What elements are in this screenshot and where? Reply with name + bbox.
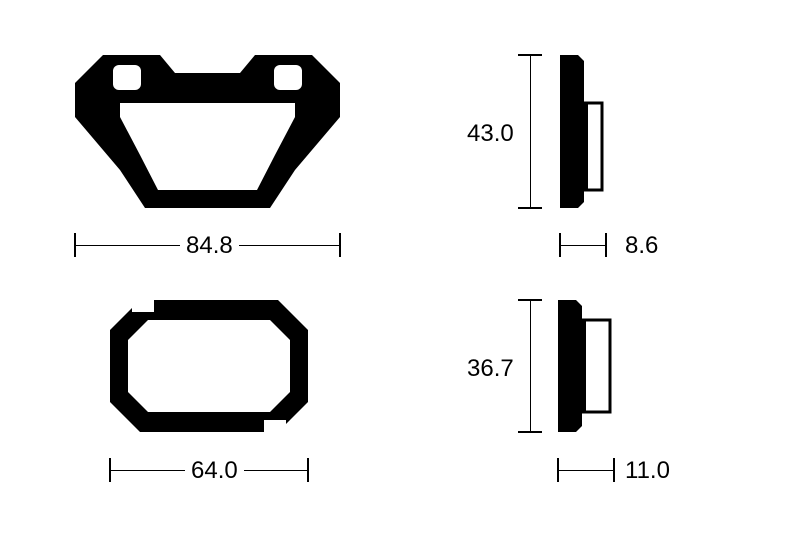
pad2-height-tick-b [518, 431, 542, 433]
pad2-height-tick-t [518, 299, 542, 301]
pad2-thick-label: 11.0 [625, 457, 670, 485]
diagram-canvas: 84.8 43.0 8.6 64.0 36.7 11.0 [0, 0, 800, 533]
pad2-width-tick-l [109, 458, 111, 482]
pad1-width-tick-l [74, 233, 76, 257]
pad2-width-label: 64.0 [185, 457, 244, 485]
pad2-height-dimline [530, 300, 531, 432]
pad1-thick-label: 8.6 [625, 232, 658, 260]
pad1-thick-dimline [560, 245, 606, 246]
pad1-width-label: 84.8 [180, 232, 239, 260]
pad1-height-dimline [530, 55, 531, 208]
pad1-front-shape [75, 55, 340, 208]
pad1-height-tick-b [518, 207, 542, 209]
pad1-height-tick-t [518, 54, 542, 56]
pad2-side-shape [558, 300, 614, 432]
pad1-thick-tick-l [559, 233, 561, 257]
pad1-side-shape [560, 55, 606, 208]
pad2-thick-tick-l [557, 458, 559, 482]
pad2-thick-dimline [558, 470, 614, 471]
pad2-thick-tick-r [613, 458, 615, 482]
pad1-width-tick-r [339, 233, 341, 257]
pad2-width-tick-r [307, 458, 309, 482]
pad2-front-shape [110, 300, 308, 432]
pad1-height-label: 43.0 [467, 120, 514, 148]
pad2-height-label: 36.7 [467, 355, 514, 383]
pad1-thick-tick-r [605, 233, 607, 257]
